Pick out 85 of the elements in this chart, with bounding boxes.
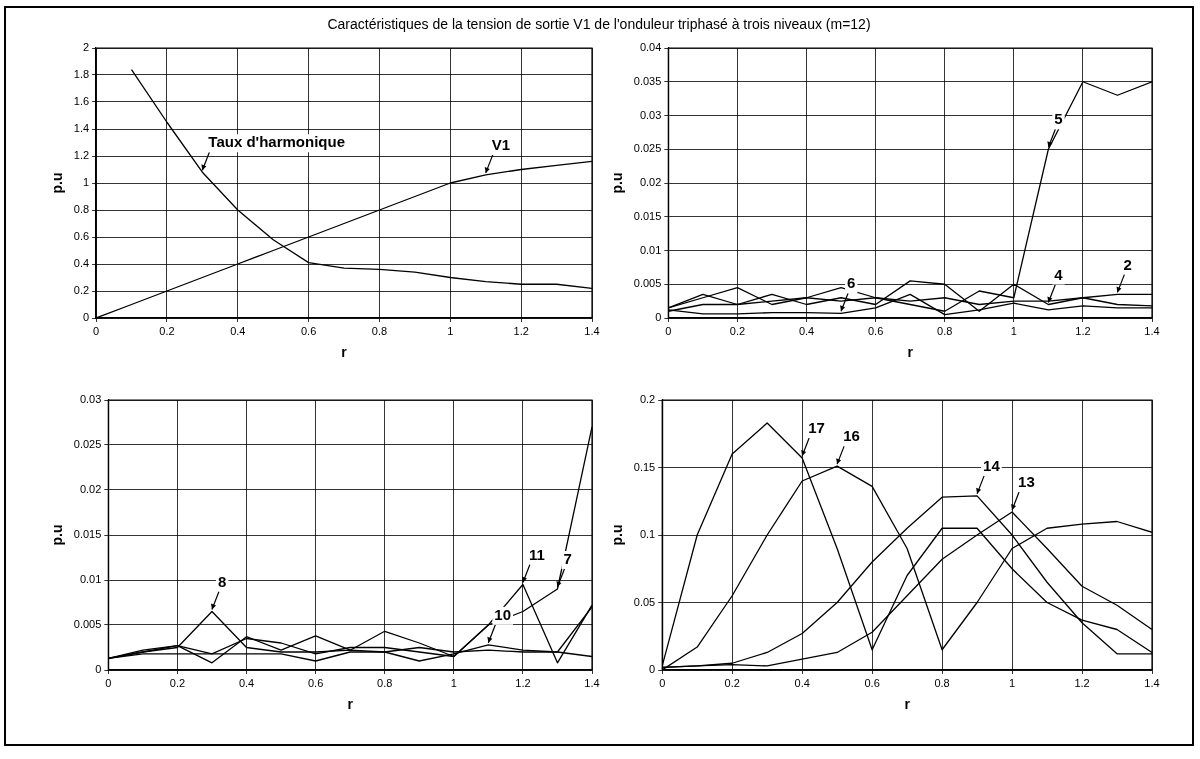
x-tick-label: 0.2 <box>729 324 746 337</box>
x-tick-label: 1.2 <box>515 676 531 689</box>
y-tick-label: 0.015 <box>73 528 102 541</box>
x-tick-label: 0.4 <box>794 676 810 689</box>
y-tick-label: 0.8 <box>73 203 90 216</box>
x-tick-label: 1.2 <box>1075 324 1091 337</box>
y-tick-label: 1.2 <box>73 149 90 162</box>
y-tick-label: 1 <box>82 176 90 189</box>
y-axis-title: p.u <box>49 172 66 194</box>
x-tick-label: 0.8 <box>937 324 953 337</box>
annotation: 7 <box>563 550 572 568</box>
x-tick-label: 0.8 <box>371 324 388 337</box>
y-tick-label: 0.6 <box>73 230 90 243</box>
y-tick-label: 0.03 <box>639 108 662 121</box>
y-axis-title: p.u <box>609 524 626 546</box>
y-tick-label: 0.025 <box>73 438 102 451</box>
y-tick-label: 0.2 <box>639 393 656 406</box>
x-tick-label: 0.6 <box>867 324 884 337</box>
x-tick-label: 0.4 <box>238 676 255 689</box>
x-axis-title: r <box>347 696 354 713</box>
annotation: 16 <box>843 427 860 445</box>
x-tick-label: 1.4 <box>584 324 600 337</box>
x-tick-label: 1.4 <box>1144 324 1160 337</box>
x-tick-label: 1.2 <box>513 324 529 337</box>
x-tick-label: 0.6 <box>300 324 317 337</box>
x-axis-title: r <box>907 344 914 361</box>
x-tick-label: 0.8 <box>377 676 393 689</box>
x-tick-label: 1 <box>447 324 454 337</box>
annotation: V1 <box>491 136 511 154</box>
y-tick-label: 1.4 <box>73 122 90 135</box>
x-tick-label: 0.2 <box>159 324 175 337</box>
x-axis-title: r <box>904 696 911 713</box>
annotation: 5 <box>1054 110 1063 128</box>
y-axis-title: p.u <box>609 172 626 194</box>
y-tick-label: 0.1 <box>639 528 656 541</box>
y-tick-label: 0.4 <box>73 257 90 270</box>
y-tick-label: 0.03 <box>79 393 102 406</box>
x-tick-label: 0.4 <box>798 324 815 337</box>
y-tick-label: 0.005 <box>633 277 662 290</box>
x-axis-title: r <box>341 344 348 361</box>
y-tick-label: 0.15 <box>633 460 656 473</box>
y-tick-label: 0.04 <box>639 41 662 54</box>
y-tick-label: 0 <box>655 311 662 324</box>
y-tick-label: 0.01 <box>79 573 102 586</box>
y-tick-label: 0 <box>95 663 102 676</box>
y-tick-label: 0.005 <box>73 618 102 631</box>
x-tick-label: 1 <box>450 676 457 689</box>
x-tick-label: 0.6 <box>307 676 324 689</box>
annotation: 4 <box>1054 265 1064 283</box>
x-tick-label: 0 <box>105 676 112 689</box>
y-tick-label: 0.035 <box>633 74 662 87</box>
x-tick-label: 0.4 <box>230 324 246 337</box>
y-tick-label: 1.8 <box>73 68 90 81</box>
y-tick-label: 0.015 <box>633 209 662 222</box>
y-tick-label: 1.6 <box>73 95 90 108</box>
annotation: 17 <box>808 419 825 437</box>
x-tick-label: 1.2 <box>1074 676 1090 689</box>
x-tick-label: 0.2 <box>724 676 740 689</box>
x-tick-label: 0.2 <box>169 676 186 689</box>
annotation: 11 <box>528 545 545 563</box>
x-tick-label: 0.8 <box>934 676 950 689</box>
y-tick-label: 0.02 <box>79 483 102 496</box>
y-tick-label: 0.05 <box>633 595 656 608</box>
annotation: Taux d'harmonique <box>208 133 345 151</box>
y-tick-label: 2 <box>82 41 90 54</box>
annotation: 14 <box>983 456 1001 474</box>
x-tick-label: 0.6 <box>864 676 880 689</box>
x-tick-label: 1 <box>1009 676 1016 689</box>
annotation: 10 <box>494 605 512 623</box>
y-tick-label: 0 <box>649 663 656 676</box>
x-tick-label: 0 <box>665 324 672 337</box>
annotation: 13 <box>1018 473 1035 491</box>
y-tick-label: 0 <box>82 311 90 324</box>
x-tick-label: 1.4 <box>584 676 600 689</box>
chart-title: Caractéristiques de la tension de sortie V1 de l'onduleur triphasé à trois niveaux (m=12) <box>326 16 872 32</box>
annotation: 2 <box>1123 255 1132 273</box>
x-tick-label: 1 <box>1010 324 1017 337</box>
annotation: 6 <box>847 274 856 292</box>
y-axis-title: p.u <box>49 524 66 546</box>
x-tick-label: 1.4 <box>1144 676 1160 689</box>
y-tick-label: 0.01 <box>639 243 662 256</box>
y-tick-label: 0.2 <box>73 284 90 297</box>
y-tick-label: 0.02 <box>639 176 662 189</box>
y-tick-label: 0.025 <box>633 142 662 155</box>
annotation: 8 <box>217 572 227 590</box>
